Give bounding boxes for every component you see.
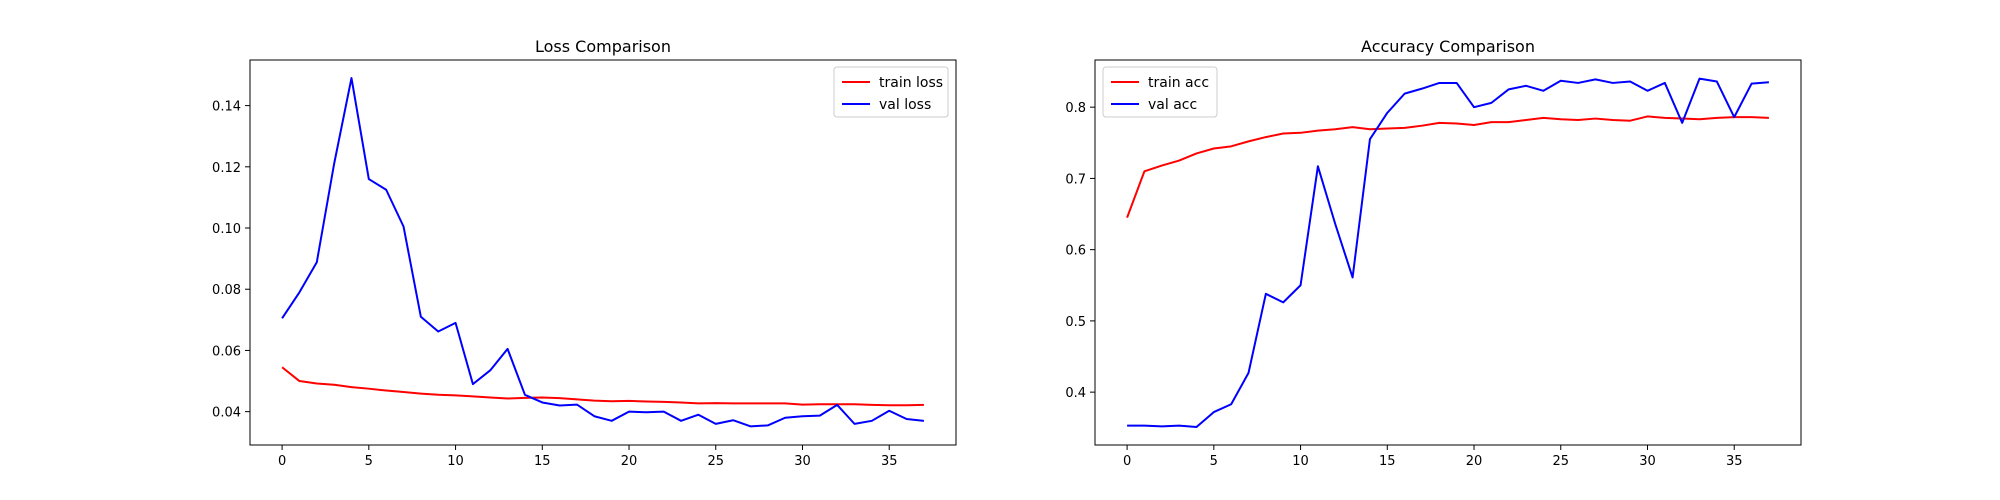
- y-tick-label: 0.7: [1065, 172, 1086, 187]
- x-tick-label: 10: [447, 454, 464, 469]
- x-tick-label: 35: [1726, 454, 1743, 469]
- x-tick-label: 15: [534, 454, 551, 469]
- y-tick-label: 0.10: [212, 222, 241, 237]
- series-line-train-loss: [281, 366, 924, 407]
- chart-title: Loss Comparison: [535, 37, 671, 56]
- x-tick-label: 25: [1552, 454, 1569, 469]
- y-tick-label: 0.8: [1065, 101, 1086, 116]
- x-tick-label: 25: [707, 454, 724, 469]
- legend-label: train acc: [1148, 75, 1209, 91]
- y-tick-label: 0.06: [212, 344, 241, 359]
- plot-frame: [249, 59, 957, 446]
- y-tick-label: 0.5: [1065, 315, 1086, 330]
- x-tick-label: 10: [1292, 454, 1309, 469]
- x-tick-label: 15: [1379, 454, 1396, 469]
- x-tick-label: 0: [1123, 454, 1131, 469]
- y-tick-label: 0.08: [212, 283, 241, 298]
- x-tick-label: 30: [1639, 454, 1656, 469]
- legend: train loss val loss: [833, 66, 949, 118]
- x-tick-label: 20: [1466, 454, 1483, 469]
- x-tick-label: 0: [278, 454, 286, 469]
- x-tick-label: 5: [1210, 454, 1218, 469]
- y-tick-label: 0.04: [212, 406, 241, 421]
- legend-label: val loss: [879, 97, 931, 113]
- loss-comparison-chart: Loss Comparison 0 5 10 15 20 25 30 35 0.04 0.06 0.…: [212, 37, 957, 469]
- plot-frame: [1094, 59, 1802, 446]
- legend: train acc val acc: [1102, 66, 1218, 118]
- accuracy-comparison-chart: Accuracy Comparison 0 5 10 15 20 25 30 35 0.4 0.5…: [1065, 37, 1802, 469]
- series-line-val-acc: [1127, 77, 1769, 429]
- y-tick-label: 0.4: [1065, 386, 1086, 401]
- x-tick-label: 30: [794, 454, 811, 469]
- series-line-val-loss: [281, 77, 925, 428]
- legend-label: val acc: [1148, 97, 1197, 113]
- x-tick-label: 35: [881, 454, 898, 469]
- y-tick-label: 0.6: [1065, 244, 1086, 259]
- y-tick-label: 0.14: [212, 100, 241, 115]
- x-tick-label: 5: [365, 454, 373, 469]
- x-tick-label: 20: [621, 454, 638, 469]
- y-tick-label: 0.12: [212, 161, 241, 176]
- chart-title: Accuracy Comparison: [1361, 37, 1535, 56]
- series-line-train-acc: [1126, 115, 1769, 218]
- legend-label: train loss: [879, 75, 943, 91]
